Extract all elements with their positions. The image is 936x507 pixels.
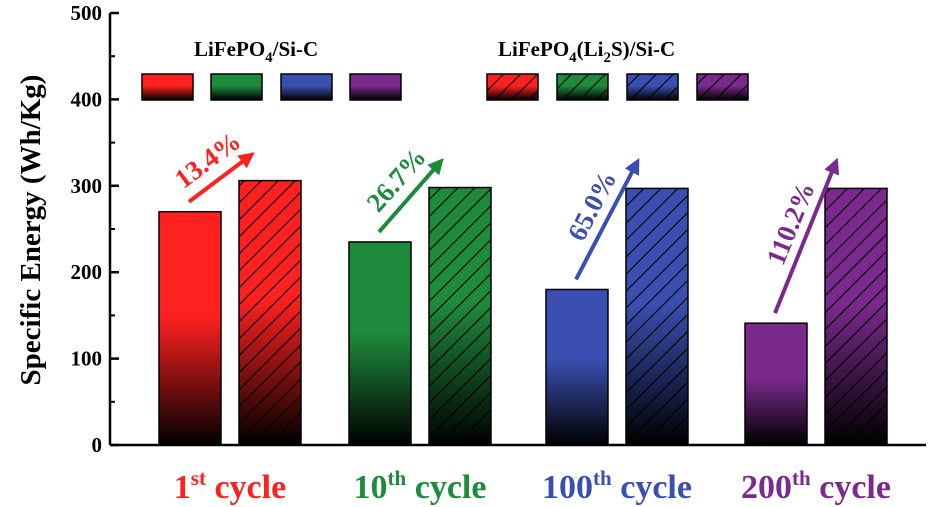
bar-hatched-4 (824, 187, 888, 446)
bar-hatched-2 (428, 186, 492, 446)
bar-solid-4 (744, 322, 808, 446)
y-tick-label-300: 300 (71, 174, 103, 198)
category-label-4: 200th cycle (741, 466, 891, 506)
improvement-arrow-4 (773, 157, 840, 314)
legend-swatch-hatched-2 (556, 73, 609, 101)
legend-swatch-hatched-1 (486, 73, 539, 101)
improvement-label-2: 26.7% (360, 142, 432, 218)
y-axis-label: Specific Energy (Wh/Kg) (15, 75, 47, 386)
y-tick-label-400: 400 (71, 87, 103, 111)
legend-label-hatched: LiFePO4(Li2S)/Si-C (498, 37, 675, 66)
bar-hatched-1 (238, 179, 302, 446)
bar-hatched-3 (625, 187, 689, 446)
legend-swatch-hatched-4 (696, 73, 749, 101)
legend-swatch-solid-1 (141, 73, 194, 101)
legend: LiFePO4/Si-C LiFePO4(Li2S)/Si-C (141, 37, 749, 101)
improvement-arrow-1 (187, 152, 255, 204)
improvement-label-1: 13.4% (169, 126, 246, 195)
legend-swatch-solid-2 (210, 73, 263, 101)
y-tick-label-100: 100 (71, 347, 103, 371)
improvement-arrow-3 (574, 158, 640, 281)
category-label-2: 10th cycle (354, 466, 487, 506)
bar-solid-1 (158, 210, 222, 446)
legend-swatch-solid-3 (280, 73, 333, 101)
improvement-arrow-2 (377, 158, 444, 234)
y-tick-label-500: 500 (71, 1, 103, 25)
y-tick-label-0: 0 (92, 433, 103, 457)
bar-solid-2 (348, 241, 412, 446)
legend-label-solid: LiFePO4/Si-C (194, 37, 318, 66)
legend-swatch-hatched-3 (626, 73, 679, 101)
category-label-3: 100th cycle (542, 466, 692, 506)
bar-solid-3 (545, 288, 609, 446)
y-tick-label-200: 200 (71, 260, 103, 284)
legend-swatch-solid-4 (349, 73, 402, 101)
category-label-1: 1st cycle (174, 466, 286, 506)
